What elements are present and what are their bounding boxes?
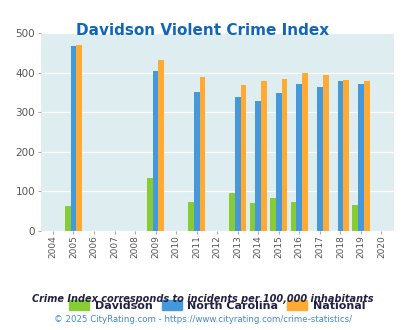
Bar xyxy=(147,178,152,231)
Bar xyxy=(281,79,287,231)
Bar xyxy=(193,92,199,231)
Bar xyxy=(65,207,70,231)
Bar xyxy=(158,60,164,231)
Bar xyxy=(322,75,328,231)
Bar xyxy=(199,77,205,231)
Bar xyxy=(152,71,158,231)
Bar xyxy=(240,85,246,231)
Bar xyxy=(255,101,260,231)
Bar xyxy=(260,81,266,231)
Bar xyxy=(76,45,82,231)
Bar xyxy=(290,202,296,231)
Bar xyxy=(269,198,275,231)
Text: Davidson Violent Crime Index: Davidson Violent Crime Index xyxy=(76,23,329,38)
Bar xyxy=(228,193,234,231)
Bar xyxy=(357,84,363,231)
Bar xyxy=(249,203,255,231)
Bar xyxy=(337,81,343,231)
Bar xyxy=(343,80,348,231)
Bar xyxy=(70,46,76,231)
Bar xyxy=(296,84,301,231)
Bar xyxy=(188,202,193,231)
Bar xyxy=(275,93,281,231)
Text: Crime Index corresponds to incidents per 100,000 inhabitants: Crime Index corresponds to incidents per… xyxy=(32,294,373,304)
Bar xyxy=(352,205,357,231)
Bar xyxy=(301,73,307,231)
Bar xyxy=(363,81,369,231)
Legend: Davidson, North Carolina, National: Davidson, North Carolina, National xyxy=(65,296,369,315)
Bar xyxy=(316,87,322,231)
Text: © 2025 CityRating.com - https://www.cityrating.com/crime-statistics/: © 2025 CityRating.com - https://www.city… xyxy=(54,315,351,324)
Bar xyxy=(234,97,240,231)
